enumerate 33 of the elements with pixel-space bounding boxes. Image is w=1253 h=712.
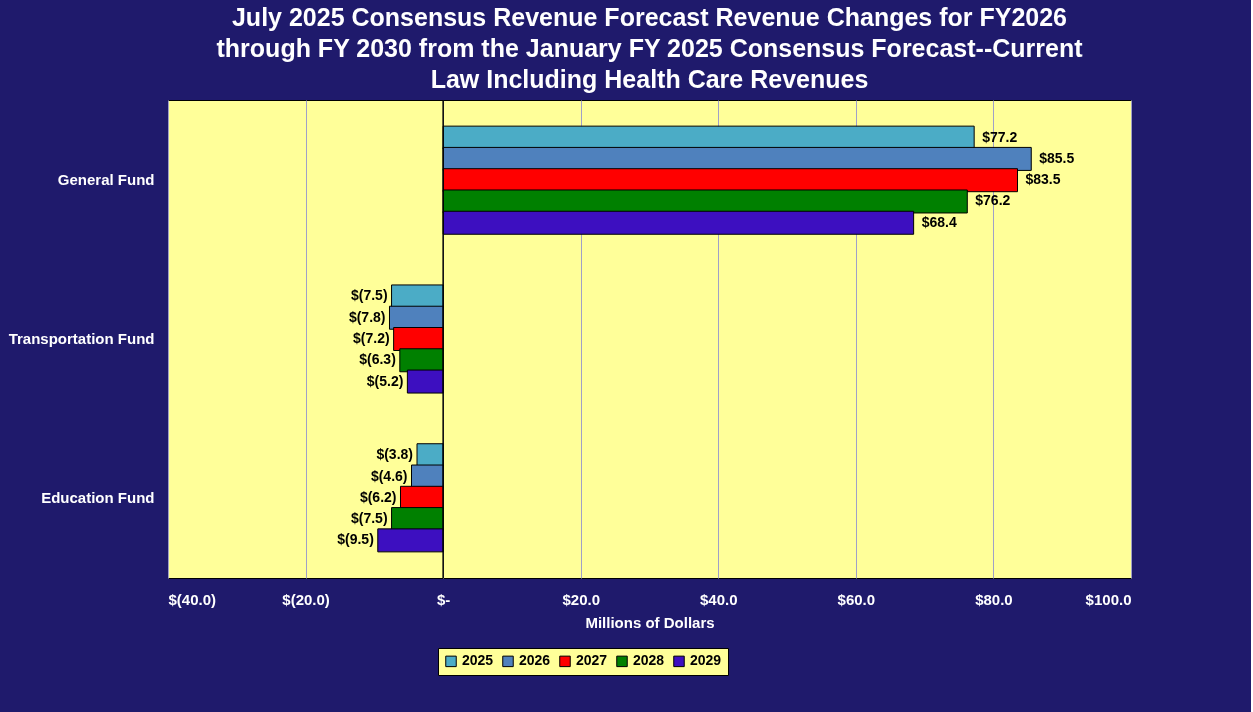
legend-label: 2025 <box>462 652 494 669</box>
data-label: $68.4 <box>921 213 957 230</box>
y-tick-label: Education Fund <box>41 488 155 506</box>
chart-title: July 2025 Consensus Revenue Forecast Revenue Changes for FY2026 through FY 2030 from the January FY 2025 Consensus Forecast--Current Law Including Health Care Revenues <box>216 3 1084 94</box>
data-label: $(7.5) <box>350 510 388 527</box>
data-label: $(6.3) <box>359 351 396 368</box>
y-tick-label: Transportation Fund <box>8 330 155 347</box>
legend-label: 2029 <box>690 652 722 669</box>
x-tick-label: $60.0 <box>837 590 876 608</box>
x-tick-label: $100.0 <box>1085 590 1132 608</box>
data-label: $83.5 <box>1025 171 1061 188</box>
data-label: $77.2 <box>982 128 1018 145</box>
data-label: $(3.8) <box>376 446 413 463</box>
legend-label: 2028 <box>633 652 665 669</box>
x-tick-label: $80.0 <box>975 590 1013 608</box>
data-label: $(7.2) <box>353 330 390 346</box>
data-label: $(5.2) <box>366 372 404 389</box>
legend-label: 2026 <box>519 652 551 669</box>
data-label: $(7.5) <box>350 287 388 304</box>
y-tick-label: General Fund <box>57 171 155 189</box>
data-label: $(9.5) <box>337 531 374 548</box>
x-tick-label: $- <box>436 590 451 608</box>
x-axis-title: Millions of Dollars <box>585 613 715 631</box>
data-label: $(6.2) <box>359 488 397 505</box>
x-tick-label: $20.0 <box>562 590 600 608</box>
data-label: $76.2 <box>975 192 1011 209</box>
x-tick-label: $(40.0) <box>168 590 217 608</box>
x-tick-label: $40.0 <box>700 590 738 608</box>
x-tick-label: $(20.0) <box>282 590 330 608</box>
data-label: $(7.8) <box>348 308 386 325</box>
data-label: $(4.6) <box>370 467 408 484</box>
legend-label: 2027 <box>576 652 608 669</box>
data-label: $85.5 <box>1039 149 1075 166</box>
